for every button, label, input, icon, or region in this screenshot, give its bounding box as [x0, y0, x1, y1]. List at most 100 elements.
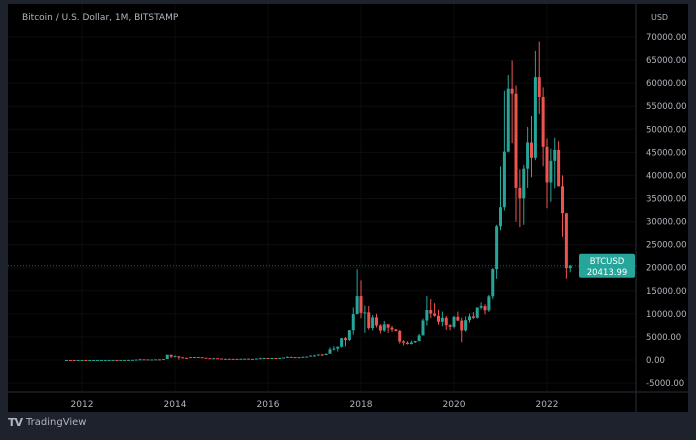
candle-body	[127, 359, 130, 361]
candle-body	[185, 357, 189, 359]
candlestick-chart[interactable]: 70000.00 65000.00 60000.00 55000.00 50000.00…	[8, 4, 688, 412]
chart-title: Bitcoin / U.S. Dollar, 1M, BITSTAMP	[22, 13, 179, 23]
candle-body	[479, 306, 483, 308]
candle-body	[251, 358, 254, 360]
x-tick-label: 2018	[350, 400, 373, 410]
y-tick-label: 45000.00	[646, 148, 687, 158]
candle-body	[134, 359, 138, 361]
y-tick-label: 60000.00	[646, 79, 687, 89]
y-tick-label: 30000.00	[646, 218, 687, 228]
candle-body	[165, 354, 169, 360]
candle-body	[347, 330, 351, 340]
candle-body	[425, 310, 429, 321]
candle-body	[285, 356, 289, 358]
candle-body	[526, 142, 530, 169]
candle-body	[417, 335, 421, 342]
candle-body	[316, 354, 320, 356]
candle-body	[413, 341, 417, 343]
candle-body	[491, 269, 495, 297]
candle-body	[138, 359, 142, 361]
candle-body	[278, 357, 282, 359]
candle-body	[355, 296, 359, 315]
candle-body	[398, 330, 402, 342]
y-tick-label: 10000.00	[646, 310, 687, 320]
candle-body	[351, 314, 355, 331]
candle-body	[142, 359, 146, 361]
candle-body	[235, 358, 239, 360]
candle-body	[270, 357, 274, 359]
candle-body	[72, 359, 76, 361]
candle-body	[464, 320, 468, 331]
tradingview-logo[interactable]: TV TradingView	[8, 416, 86, 429]
candle-body	[468, 316, 471, 321]
candle-body	[200, 357, 204, 359]
candle-body	[115, 359, 119, 361]
candle-body	[192, 357, 196, 359]
candle-body	[475, 307, 479, 318]
candle-body	[390, 327, 394, 330]
candle-body	[382, 324, 386, 331]
candle-body	[313, 355, 316, 357]
candle-body	[158, 359, 161, 361]
candle-body	[530, 142, 533, 158]
candle-body	[282, 357, 285, 359]
candle-body	[297, 357, 301, 359]
candle-body	[262, 358, 266, 360]
candle-body	[487, 296, 491, 311]
chart-frame: 70000.00 65000.00 60000.00 55000.00 50000.00…	[8, 4, 688, 412]
y-tick-label: -5000.00	[646, 379, 684, 389]
candle-body	[96, 359, 99, 361]
candle-body	[111, 359, 115, 361]
candle-body	[359, 296, 363, 313]
last-price-value: 20413.99	[587, 268, 628, 278]
candle-body	[92, 359, 96, 361]
candle-body	[247, 358, 251, 360]
candle-body	[545, 146, 549, 183]
candle-body	[367, 312, 371, 329]
candle-body	[212, 358, 216, 360]
candle-body	[568, 265, 572, 269]
candle-body	[65, 359, 68, 361]
candle-body	[336, 346, 340, 349]
candle-body	[324, 353, 328, 356]
candle-body	[564, 213, 568, 269]
candle-body	[177, 356, 181, 358]
candle-body	[227, 358, 231, 360]
candle-body	[258, 358, 262, 360]
candle-body	[340, 338, 344, 347]
candle-body	[204, 357, 208, 359]
candle-body	[506, 88, 510, 152]
candle-body	[344, 338, 347, 340]
y-tick-label: 35000.00	[646, 195, 687, 205]
candle-body	[495, 226, 499, 270]
y-tick-label: 70000.00	[646, 33, 687, 43]
last-price-symbol: BTCUSD	[590, 257, 625, 267]
candle-body	[460, 320, 464, 331]
candle-body	[332, 348, 336, 350]
candle-body	[119, 359, 123, 361]
candle-body	[169, 354, 173, 357]
x-tick-label: 2014	[164, 400, 187, 410]
candle-body	[394, 329, 398, 331]
candle-body	[154, 359, 158, 361]
y-tick-label: 55000.00	[646, 102, 687, 112]
candle-body	[378, 325, 382, 331]
candle-body	[189, 357, 192, 359]
candle-body	[456, 316, 460, 321]
candle-body	[553, 149, 557, 161]
candle-body	[243, 358, 247, 360]
candle-body	[88, 359, 92, 361]
candle-body	[522, 168, 526, 199]
candle-body	[437, 315, 440, 322]
candle-body	[239, 358, 243, 360]
candle-body	[130, 359, 134, 361]
candle-body	[216, 358, 220, 360]
y-tick-label: 25000.00	[646, 241, 687, 251]
x-tick-label: 2020	[443, 400, 466, 410]
candle-body	[223, 358, 227, 360]
candle-body	[421, 320, 425, 336]
y-tick-label: 40000.00	[646, 171, 687, 181]
x-tick-label: 2016	[257, 400, 280, 410]
candle-body	[483, 306, 487, 311]
candle-body	[80, 359, 84, 361]
